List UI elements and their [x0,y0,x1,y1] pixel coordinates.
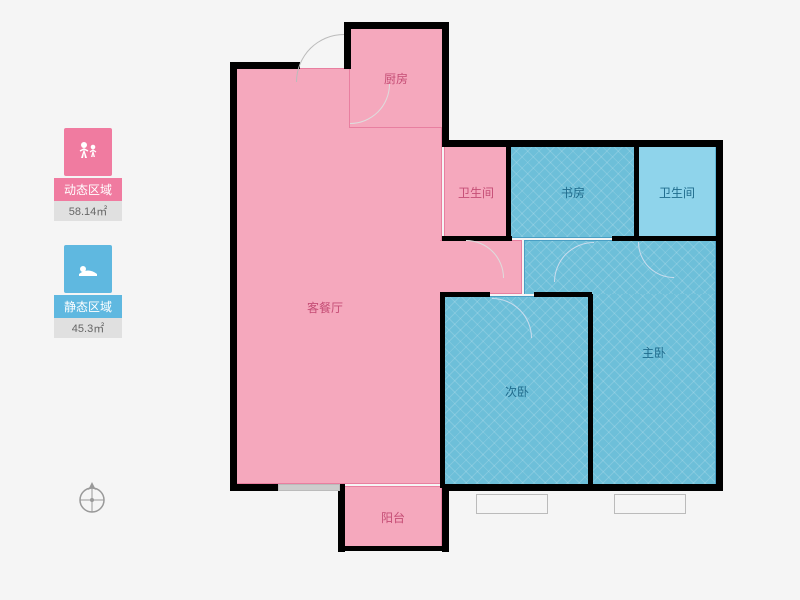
wall [230,62,300,69]
window-rail [278,484,340,491]
wall [634,144,639,240]
room-living: 客餐厅 [236,68,442,484]
door-arc [296,34,344,82]
wall [442,140,722,147]
room-bath2-label: 卫生间 [659,184,695,201]
legend-static-label: 静态区域 [54,295,122,318]
wall [338,484,345,552]
room-bath1-label: 卫生间 [458,184,494,201]
wall [442,484,449,552]
legend-dynamic-value: 58.14㎡ [54,201,122,221]
wall [442,236,512,241]
room-master-bed: 主卧 [592,294,716,486]
window-rail [614,494,686,514]
wall [230,484,280,491]
wall [716,140,723,490]
legend-dynamic-label: 动态区域 [54,178,122,201]
wall [344,62,351,69]
compass-icon [74,480,110,516]
wall [588,294,593,488]
people-icon [64,128,112,176]
legend-static: 静态区域 45.3㎡ [54,245,122,338]
wall [338,546,449,551]
room-study: 书房 [510,146,636,238]
wall [612,236,720,241]
room-master-bed-label: 主卧 [642,344,666,361]
wall [506,144,511,240]
wall [442,484,723,491]
room-study-label: 书房 [561,184,585,201]
wall [534,292,592,297]
room-second-bed-label: 次卧 [505,383,529,400]
room-bath1: 卫生间 [444,146,508,238]
wall [442,22,449,142]
room-balcony-label: 阳台 [381,509,405,526]
legend: 动态区域 58.14㎡ 静态区域 45.3㎡ [54,128,122,362]
legend-dynamic: 动态区域 58.14㎡ [54,128,122,221]
room-master-upper [524,240,716,294]
window-rail [476,494,548,514]
room-bath2: 卫生间 [638,146,716,238]
wall [442,292,490,297]
wall [230,62,237,487]
room-balcony: 阳台 [344,486,442,548]
floorplan: 客餐厅 厨房 卫生间 书房 卫生间 次卧 主卧 阳台 [214,18,744,578]
wall [344,22,448,29]
sleep-icon [64,245,112,293]
room-living-label: 客餐厅 [307,299,343,316]
wall [440,292,445,488]
legend-static-value: 45.3㎡ [54,318,122,338]
